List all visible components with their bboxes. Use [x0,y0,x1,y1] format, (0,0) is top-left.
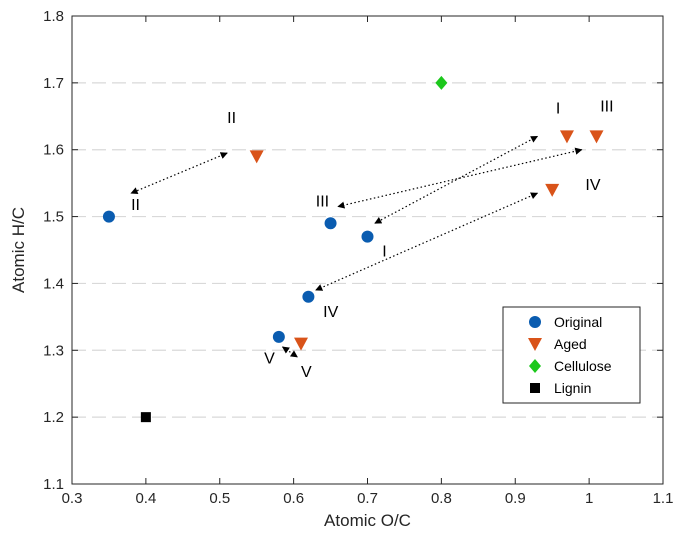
double-arrow [315,192,539,291]
roman-numeral-label: III [316,194,329,211]
double-arrow [281,346,298,358]
lignin-point [140,412,151,423]
roman-numeral-label: I [556,101,560,118]
legend-original-marker [529,316,541,328]
double-arrow [337,147,583,209]
x-tick-label: 0.9 [505,490,526,507]
roman-numeral-label: IV [323,304,338,321]
y-tick-label: 1.3 [43,342,64,359]
x-tick-label: 0.4 [135,490,156,507]
legend-aged-marker [528,338,542,351]
y-tick-label: 1.5 [43,209,64,226]
y-tick-label: 1.1 [43,476,64,493]
original-point [102,210,115,223]
plot-frame [71,15,664,485]
x-tick-label: 0.7 [357,490,378,507]
roman-numeral-label: IV [585,177,600,194]
roman-numeral-label: III [600,99,613,116]
legend-lignin-label: Lignin [554,380,591,396]
cellulose-point [435,75,448,90]
original-point [361,230,374,243]
original-point [272,330,285,343]
x-tick-label: 0.8 [431,490,452,507]
aged-point [589,130,604,144]
x-tick-label: 0.5 [209,490,230,507]
y-tick-label: 1.4 [43,275,64,292]
data-points [102,75,604,423]
y-tick-label: 1.8 [43,8,64,25]
x-axis-label: Atomic O/C [324,511,411,530]
roman-numeral-label: II [227,110,236,127]
x-tick-label: 0.3 [62,490,83,507]
roman-numeral-label: II [131,197,140,214]
legend-aged-label: Aged [554,336,587,352]
y-axis-label: Atomic H/C [9,207,28,293]
legend-box [502,306,641,404]
aged-point [249,150,264,164]
roman-numeral-label: I [382,244,386,261]
y-tick-label: 1.7 [43,75,64,92]
double-arrow [130,152,228,194]
aged-point [545,183,560,197]
x-tick-label: 1.1 [653,490,674,507]
aged-point [559,130,574,144]
legend-cellulose-marker [529,359,541,373]
aged-point [294,337,309,351]
legend-cellulose-label: Cellulose [554,358,612,374]
original-point [302,290,315,303]
y-tick-label: 1.2 [43,409,64,426]
x-tick-label: 0.6 [283,490,304,507]
legend: Original Aged Cellulose Lignin [502,306,641,404]
roman-numeral-label: V [264,351,275,368]
original-point [324,217,337,230]
x-tick-label: 1 [585,490,593,507]
arrow-annotations [130,135,583,358]
axes: 0.3 0.4 0.5 0.6 0.7 0.8 0.9 1 1.1 1.1 1.2 1.3 1.4 1.5… [43,8,673,507]
y-tick-label: 1.6 [43,142,64,159]
legend-lignin-marker [530,383,540,393]
legend-original-label: Original [554,314,602,330]
roman-numeral-label: V [301,364,312,381]
